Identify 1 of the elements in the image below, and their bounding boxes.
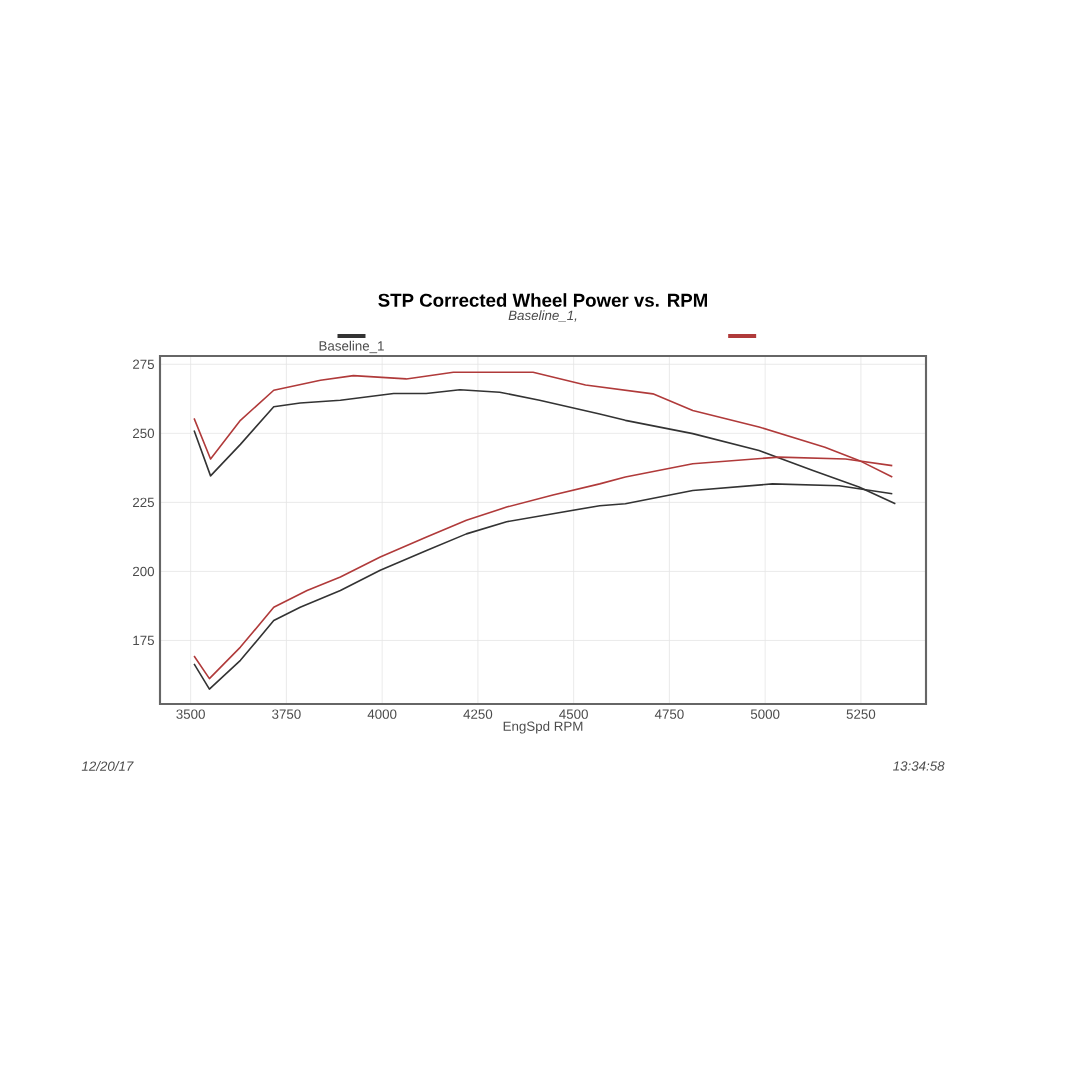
chart-title: STP Corrected Wheel Power vs. RPM xyxy=(378,293,707,307)
